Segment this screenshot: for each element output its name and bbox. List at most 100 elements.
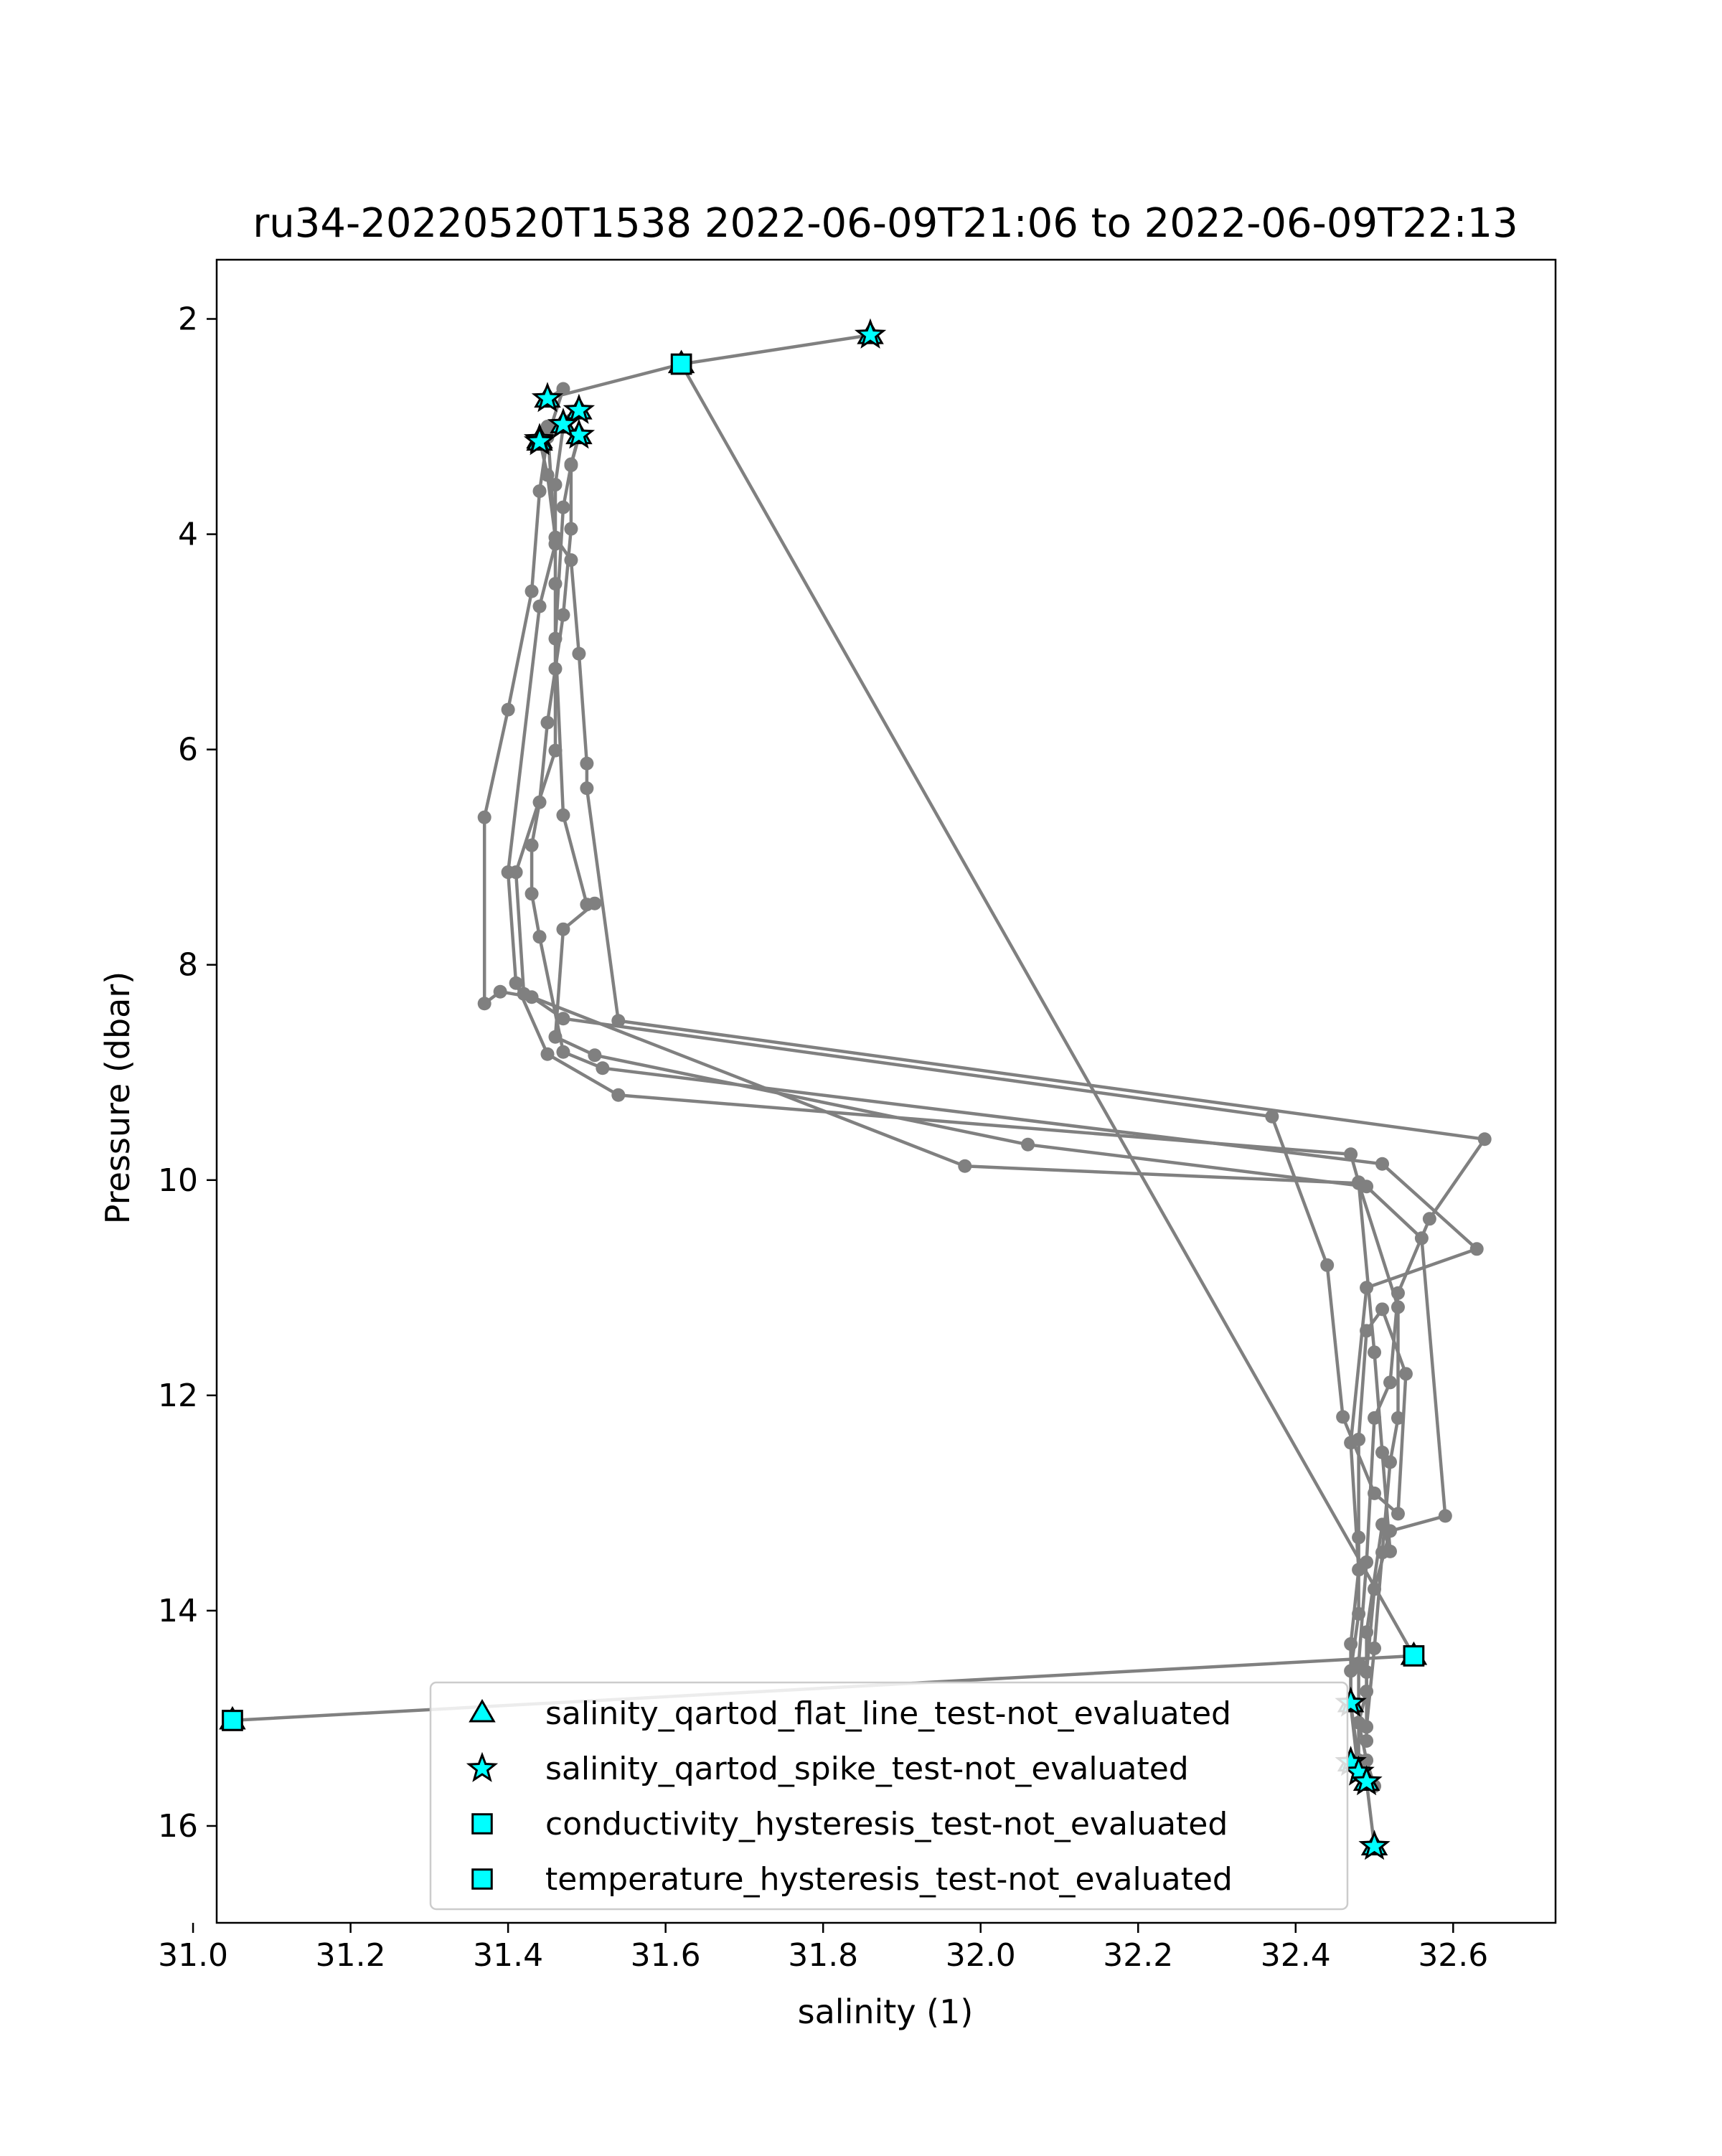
star-flag-marker [1358,1830,1391,1860]
profile-point [548,478,563,492]
profile-point [556,1045,570,1059]
profile-point [556,500,570,514]
legend-marker-triangle [469,1698,496,1723]
profile-point [532,484,547,499]
profile-point [548,577,563,591]
profile-point [1344,1147,1358,1162]
profile-point [1320,1258,1335,1272]
profile-point [588,896,602,910]
profile-point [1368,1411,1382,1425]
x-tick-label: 31.4 [473,1937,543,1974]
profile-point [596,1061,610,1075]
plot-frame [215,258,1557,1924]
x-tick-label: 32.0 [946,1937,1016,1974]
profile-point [564,522,578,536]
profile-point [532,599,547,613]
star-flag-marker [531,382,564,413]
profile-point [1368,1345,1382,1360]
profile-point [556,608,570,622]
profile-point [1391,1300,1405,1314]
profile-point [477,997,491,1011]
x-tick-label: 32.2 [1103,1937,1173,1974]
profile-point [1383,1524,1397,1538]
square-flag-marker [222,1710,243,1731]
legend-marker-square [471,1868,493,1890]
profile-point [1375,1157,1390,1171]
profile-point [1352,1176,1366,1190]
y-tick-label: 6 [178,732,198,768]
chart-title: ru34-20220520T1538 2022-06-09T21:06 to 2… [253,200,1518,247]
profile-point [1391,1507,1405,1521]
x-tick-label: 32.6 [1418,1937,1488,1974]
profile-point [556,382,570,396]
profile-point [556,1012,570,1026]
x-tick-label: 31.0 [158,1937,228,1974]
star-flag-marker [523,425,556,456]
profile-point [1368,1641,1382,1655]
profile-line [530,435,1479,1776]
profile-point [501,702,515,717]
profile-point [517,987,531,1001]
y-tick-label: 14 [158,1593,198,1629]
x-tick-label: 31.6 [631,1937,701,1974]
profile-point [1375,1545,1390,1560]
profile-point [1360,1281,1374,1295]
profile-point [1438,1509,1452,1523]
profile-point [1360,1665,1374,1679]
legend-entry-label: conductivity_hysteresis_test-not_evaluat… [545,1806,1228,1842]
profile-point [540,468,555,482]
x-axis-label: salinity (1) [798,1992,974,2031]
y-tick-label: 12 [158,1378,198,1414]
profile-point [588,1048,602,1063]
legend-marker-square [471,1813,493,1835]
profile-point [1344,1436,1358,1450]
profile-point [493,984,507,999]
profile-point [611,1088,626,1102]
profile-point [556,922,570,936]
profile-point [1360,1555,1374,1569]
profile-point [1352,1656,1366,1670]
y-axis-label: Pressure (dbar) [98,971,137,1224]
legend: salinity_qartod_flat_line_test-not_evalu… [429,1681,1349,1911]
profile-point [524,584,539,598]
profile-point [524,838,539,852]
profile-point [548,1030,563,1044]
y-tick-label: 10 [158,1162,198,1199]
plot-area: 31.0 31.2 31.4 31.6 31.8 32.0 32.2 32.4 32.6 2 4 6 8… [158,258,1557,1974]
profile-point [509,976,523,990]
legend-entry-label: salinity_qartod_flat_line_test-not_evalu… [545,1695,1231,1732]
legend-marker-star [466,1751,499,1782]
profile-point [532,930,547,944]
star-flag-marker [1350,1765,1383,1796]
profile-point [1336,1410,1350,1424]
profile-point [1360,1733,1374,1748]
profile-point [580,781,594,796]
profile-point [477,810,491,824]
square-flag-marker [670,353,692,375]
x-tick-label: 32.4 [1261,1937,1331,1974]
profile-point [540,715,555,730]
y-tick-label: 16 [158,1808,198,1845]
profile-point [611,1014,626,1028]
profile-point [1422,1212,1436,1226]
profile-point [1383,1375,1397,1390]
legend-box [429,1681,1349,1911]
star-flag-marker [547,408,580,438]
profile-point [572,646,586,661]
profile-point [564,458,578,473]
profile-point [1398,1367,1413,1381]
x-tick-label: 31.8 [788,1937,858,1974]
profile-point [1360,1720,1374,1734]
y-tick-label: 2 [178,301,198,338]
profile-point [524,887,539,901]
square-flag-marker [1403,1645,1425,1667]
profile-line [537,439,1487,1761]
legend-entry-label: salinity_qartod_spike_test-not_evaluated [545,1751,1189,1787]
profile-point [1352,1530,1366,1545]
y-tick-label: 8 [178,947,198,984]
legend-entry-label: temperature_hysteresis_test-not_evaluate… [545,1861,1233,1898]
profile-point [958,1159,972,1173]
star-flag-marker [563,393,596,424]
profile-line [514,426,1400,1728]
